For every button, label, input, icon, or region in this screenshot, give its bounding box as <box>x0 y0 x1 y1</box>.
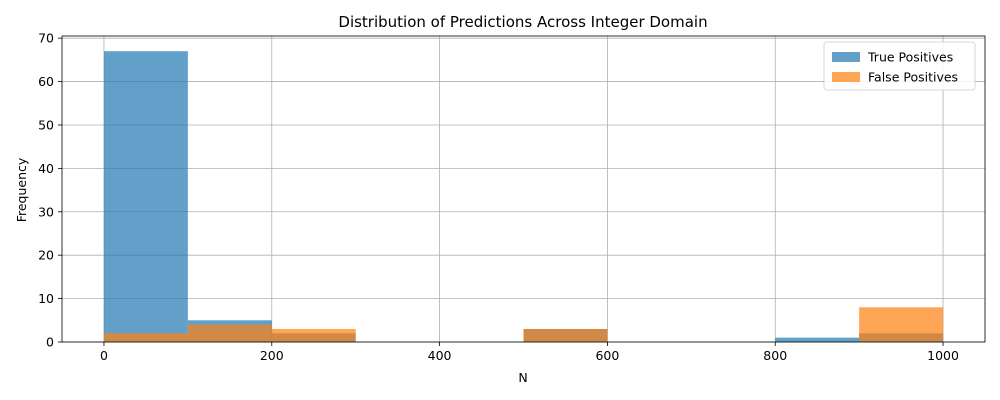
ticks: 0 200 400 600 800 1000 0 10 20 30 40 50 60 70 <box>38 31 959 363</box>
x-axis-label: N <box>518 370 527 385</box>
bar-false-positives <box>523 328 608 342</box>
x-tick-label: 1000 <box>927 348 959 363</box>
x-tick-label: 800 <box>763 348 787 363</box>
y-tick-label: 50 <box>38 117 54 132</box>
y-tick-label: 0 <box>46 335 54 350</box>
y-tick-label: 10 <box>38 291 54 306</box>
bar-false-positives <box>271 328 356 342</box>
bars <box>103 51 944 342</box>
axes-frame <box>61 35 986 343</box>
x-tick-label: 0 <box>100 348 108 363</box>
bar-false-positives <box>859 307 944 342</box>
bar-true-positives <box>103 51 188 342</box>
y-tick-label: 20 <box>38 248 54 263</box>
bar-true-positives <box>775 337 860 342</box>
legend-label: False Positives <box>868 70 958 85</box>
x-tick-label: 400 <box>428 348 452 363</box>
legend-swatch <box>832 72 860 82</box>
bar-false-positives <box>187 324 272 342</box>
legend: True Positives False Positives <box>823 41 976 91</box>
legend-box <box>823 41 976 91</box>
y-tick-label: 40 <box>38 161 54 176</box>
y-tick-label: 70 <box>38 31 54 46</box>
bar-false-positives <box>103 333 188 342</box>
y-tick-label: 30 <box>38 204 54 219</box>
y-tick-label: 60 <box>38 74 54 89</box>
x-tick-label: 200 <box>260 348 284 363</box>
legend-swatch <box>832 52 860 62</box>
chart-title: Distribution of Predictions Across Integ… <box>338 13 707 31</box>
x-tick-label: 600 <box>595 348 619 363</box>
y-axis-label: Frequency <box>14 157 29 222</box>
axes <box>61 35 986 343</box>
legend-label: True Positives <box>867 50 953 65</box>
